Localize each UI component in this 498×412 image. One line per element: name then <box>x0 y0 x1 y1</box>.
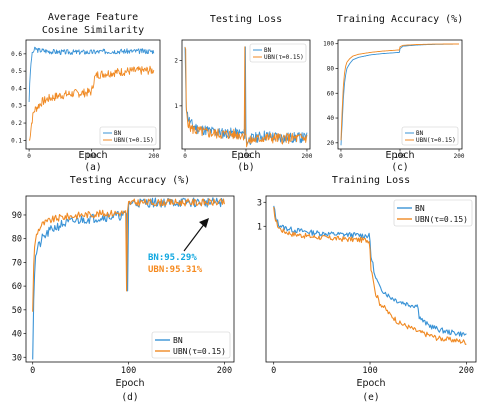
chart-title: Training Accuracy (%) <box>337 14 463 25</box>
y-tick-label: 0.1 <box>11 137 22 144</box>
y-tick-label: 90 <box>12 211 22 221</box>
x-tick-label: 200 <box>302 153 313 160</box>
y-tick-label: 70 <box>12 258 22 268</box>
chart-title: Training Loss <box>332 175 410 186</box>
x-axis-label: Epoch <box>356 378 385 389</box>
panel-caption: (c) <box>391 162 408 173</box>
x-axis-label: Epoch <box>231 150 260 161</box>
legend-box <box>393 199 473 227</box>
y-tick-label: 50 <box>12 306 22 316</box>
chart-title: Testing Loss <box>210 14 282 25</box>
x-tick-label: 100 <box>121 366 136 376</box>
chart-c: Training Accuracy (%)0 100 20020406080100E… <box>323 14 465 173</box>
legend-label-ubn: UBN(τ=0.15) <box>264 54 304 61</box>
series-line-bn <box>28 46 155 103</box>
chart-title-line: Average Feature <box>48 12 138 23</box>
x-tick-label: 100 <box>86 153 97 160</box>
legend-box <box>99 126 157 146</box>
legend-box <box>151 331 231 359</box>
panel-caption: (b) <box>237 162 254 173</box>
x-tick-label: 100 <box>362 366 377 376</box>
panel-caption: (d) <box>121 392 138 403</box>
y-tick-label: 60 <box>12 282 22 292</box>
y-tick-label: 20 <box>327 140 335 147</box>
series-line-bn <box>273 205 467 337</box>
legend-label-bn: BN <box>264 47 272 54</box>
plot-frame <box>265 195 477 363</box>
plot-frame <box>25 39 161 150</box>
y-tick-label: 1 <box>257 222 262 232</box>
plot-frame <box>25 195 235 363</box>
x-tick-label: 0 <box>271 366 276 376</box>
y-tick-label: 3 <box>257 198 262 208</box>
annotation-ubn: UBN:95.31% <box>148 265 203 275</box>
y-tick-label: 80 <box>327 65 335 72</box>
legend-label-bn: BN <box>416 130 424 137</box>
legend-label-ubn: UBN(τ=0.15) <box>416 137 456 144</box>
annotation-bn: BN:95.29% <box>148 253 197 263</box>
chart-b: Testing Loss 0 100 200 1 2 Epoch(b) BNUBN(τ=0.1… <box>174 14 312 173</box>
y-tick-label: 0.2 <box>11 120 22 127</box>
chart-d: Testing Accuracy (%) 0 100 200 30 40 50 60 70 80 9… <box>12 175 235 403</box>
y-tick-label: 1 <box>174 103 178 110</box>
y-tick-label: 0.5 <box>11 68 22 75</box>
y-tick-label: 100 <box>323 41 334 48</box>
x-tick-label: 100 <box>395 153 406 160</box>
y-tick-label: 40 <box>327 115 335 122</box>
y-tick-label: 0.3 <box>11 103 22 110</box>
chart-a: Average Feature Cosine Similarity 0 100 200 0… <box>11 12 161 173</box>
legend-box <box>249 43 307 63</box>
x-tick-label: 200 <box>459 366 474 376</box>
y-tick-label: 40 <box>12 330 22 340</box>
x-axis-label: Epoch <box>78 150 107 161</box>
y-tick-label: 0.6 <box>11 51 22 58</box>
series-line-ubn <box>273 206 467 345</box>
panel-caption: (e) <box>362 392 379 403</box>
chart-title: Testing Accuracy (%) <box>70 175 190 186</box>
y-tick-label: 0.4 <box>11 85 22 92</box>
x-axis-label: Epoch <box>115 378 144 389</box>
x-tick-label: 0 <box>339 153 343 160</box>
x-tick-label: 200 <box>148 153 159 160</box>
series-line-ubn <box>28 65 155 141</box>
x-tick-label: 0 <box>30 366 35 376</box>
panel-caption: (a) <box>84 162 101 173</box>
y-tick-label: 60 <box>327 90 335 97</box>
y-tick-label: 30 <box>12 353 22 363</box>
series-line-ubn <box>340 43 459 141</box>
legend-label-ubn: UBN(τ=0.15) <box>173 347 226 356</box>
legend-label-bn: BN <box>173 336 183 345</box>
x-tick-label: 200 <box>454 153 465 160</box>
y-tick-label: 80 <box>12 235 22 245</box>
x-tick-label: 0 <box>27 153 31 160</box>
legend-label-ubn: UBN(τ=0.15) <box>415 215 468 224</box>
legend-box <box>401 126 459 146</box>
x-tick-label: 200 <box>217 366 232 376</box>
legend: BN UBN(τ=0.15) <box>393 199 473 227</box>
legend: BN UBN(τ=0.15) <box>151 331 231 359</box>
legend-label-bn: BN <box>114 130 122 137</box>
annotation-arrow-head <box>199 218 209 228</box>
x-tick-label: 0 <box>183 153 187 160</box>
x-tick-label: 100 <box>241 153 252 160</box>
legend-label-ubn: UBN(τ=0.15) <box>114 137 154 144</box>
series-line-ubn <box>32 198 225 312</box>
series-line-ubn <box>184 46 308 148</box>
legend-label-bn: BN <box>415 204 425 213</box>
y-tick-label: 2 <box>174 57 178 64</box>
x-axis-label: Epoch <box>385 150 414 161</box>
chart-title-line: Cosine Similarity <box>42 25 144 36</box>
annotation-arrow-shaft <box>183 222 206 252</box>
chart-e: Training Loss 0 100 200 1 3 Epoch (e) BN UBN(τ=0.… <box>257 175 477 403</box>
